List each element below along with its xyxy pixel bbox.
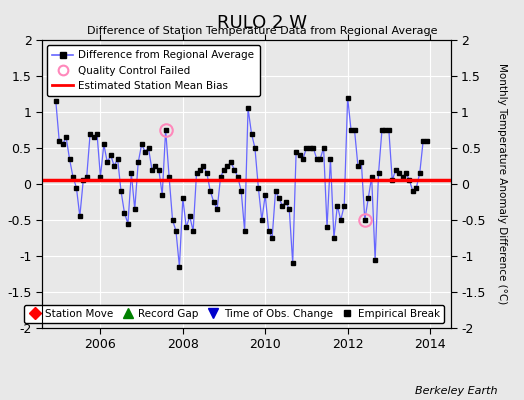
Legend: Station Move, Record Gap, Time of Obs. Change, Empirical Break: Station Move, Record Gap, Time of Obs. C… [24,305,444,323]
Text: Difference of Station Temperature Data from Regional Average: Difference of Station Temperature Data f… [87,26,437,36]
Text: Berkeley Earth: Berkeley Earth [416,386,498,396]
Y-axis label: Monthly Temperature Anomaly Difference (°C): Monthly Temperature Anomaly Difference (… [497,63,507,305]
Text: RULO 2 W: RULO 2 W [217,14,307,32]
